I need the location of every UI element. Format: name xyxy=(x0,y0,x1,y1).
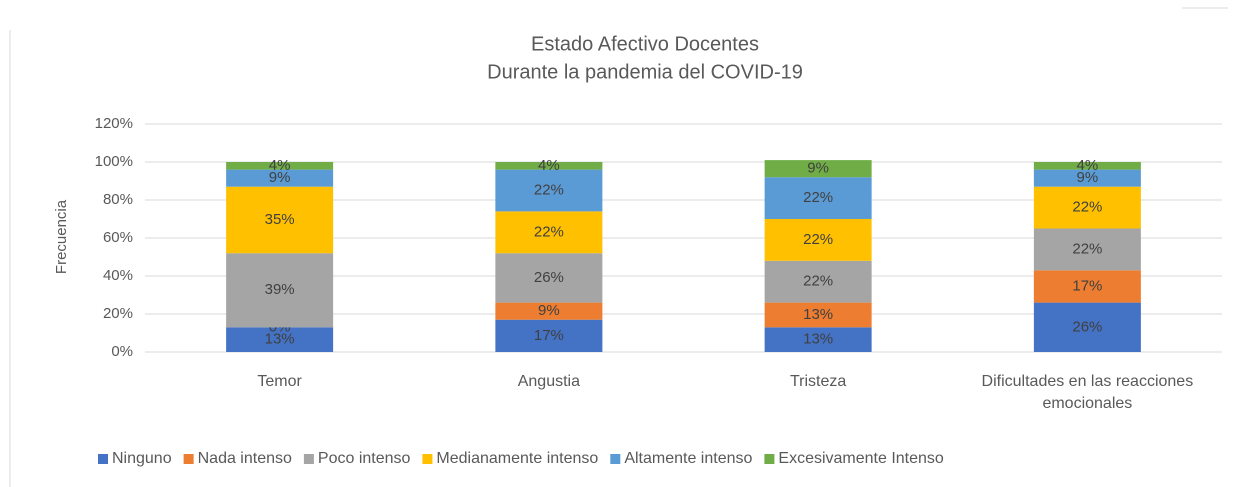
data-label: 17% xyxy=(1072,277,1102,294)
data-label: 22% xyxy=(803,273,833,290)
bar-segment xyxy=(764,302,872,328)
data-label: 22% xyxy=(803,189,833,206)
bar-segment xyxy=(764,219,872,261)
y-tick-label: 100% xyxy=(95,153,133,170)
data-label: 35% xyxy=(265,211,295,228)
bar-segment xyxy=(226,327,334,352)
data-label: 4% xyxy=(269,157,291,174)
bar-segment xyxy=(1033,302,1141,352)
bar-segment xyxy=(495,162,603,170)
data-label: 13% xyxy=(803,306,833,323)
data-label: 9% xyxy=(538,302,560,319)
legend-label: Nada intenso xyxy=(198,450,292,467)
data-label: 26% xyxy=(1072,318,1102,335)
legend-swatch xyxy=(98,454,108,464)
legend-label: Medianamente intenso xyxy=(436,450,598,467)
bar-segment xyxy=(1033,162,1141,170)
data-label: 4% xyxy=(1077,157,1099,174)
bar-segment xyxy=(226,186,334,254)
legend-swatch xyxy=(610,454,621,464)
bar-segment xyxy=(764,327,872,352)
bar-segment xyxy=(495,169,603,212)
legend-swatch xyxy=(183,454,194,464)
x-tick-label: Dificultades en las reacciones emocional… xyxy=(981,373,1194,412)
chart-title: Estado Afectivo Docentes xyxy=(531,33,759,55)
x-tick-label: Tristeza xyxy=(789,373,847,390)
data-label: 13% xyxy=(803,331,833,348)
bar-segment xyxy=(226,169,334,187)
legend-label: Ninguno xyxy=(112,450,172,467)
bar-segment xyxy=(495,253,603,303)
data-label: 22% xyxy=(1072,240,1102,257)
data-label: 9% xyxy=(807,160,829,177)
bar-segment xyxy=(226,162,334,170)
bar-segment xyxy=(1033,228,1141,271)
data-label: 9% xyxy=(1077,169,1099,186)
x-tick-label: Temor xyxy=(257,373,302,390)
data-label: 22% xyxy=(534,181,564,198)
data-label: 26% xyxy=(534,269,564,286)
bar-segment xyxy=(495,319,603,352)
chart-subtitle: Durante la pandemia del COVID-19 xyxy=(487,61,803,83)
y-tick-label: 60% xyxy=(103,229,133,246)
y-tick-label: 80% xyxy=(103,191,133,208)
y-axis-label: Frecuencia xyxy=(53,199,70,274)
legend-swatch xyxy=(303,454,314,464)
data-label: 22% xyxy=(1072,199,1102,216)
bar-segment xyxy=(764,260,872,303)
legend-swatch xyxy=(764,454,775,464)
data-label: 39% xyxy=(265,281,295,298)
y-tick-label: 0% xyxy=(111,343,133,360)
bar-segment xyxy=(495,211,603,254)
legend-label: Excesivamente Intenso xyxy=(778,450,944,467)
bar-segment xyxy=(1033,270,1141,303)
bar-segment xyxy=(495,302,603,320)
data-label: 9% xyxy=(269,169,291,186)
bar-segment xyxy=(1033,169,1141,187)
legend-label: Altamente intenso xyxy=(624,450,752,467)
y-tick-label: 20% xyxy=(103,305,133,322)
bar-segment xyxy=(764,177,872,219)
bar-segment xyxy=(1033,186,1141,229)
x-tick-label: Angustia xyxy=(517,373,580,390)
legend-swatch xyxy=(422,454,433,464)
bar-segment xyxy=(764,160,872,178)
data-label: 22% xyxy=(534,223,564,240)
data-label: 17% xyxy=(534,327,564,344)
y-tick-label: 40% xyxy=(103,267,133,284)
legend-label: Poco intenso xyxy=(318,450,411,467)
data-label: 4% xyxy=(538,157,560,174)
data-label: 13% xyxy=(265,331,295,348)
data-label: 22% xyxy=(803,231,833,248)
bar-segment xyxy=(226,253,334,328)
y-tick-label: 120% xyxy=(95,115,133,132)
